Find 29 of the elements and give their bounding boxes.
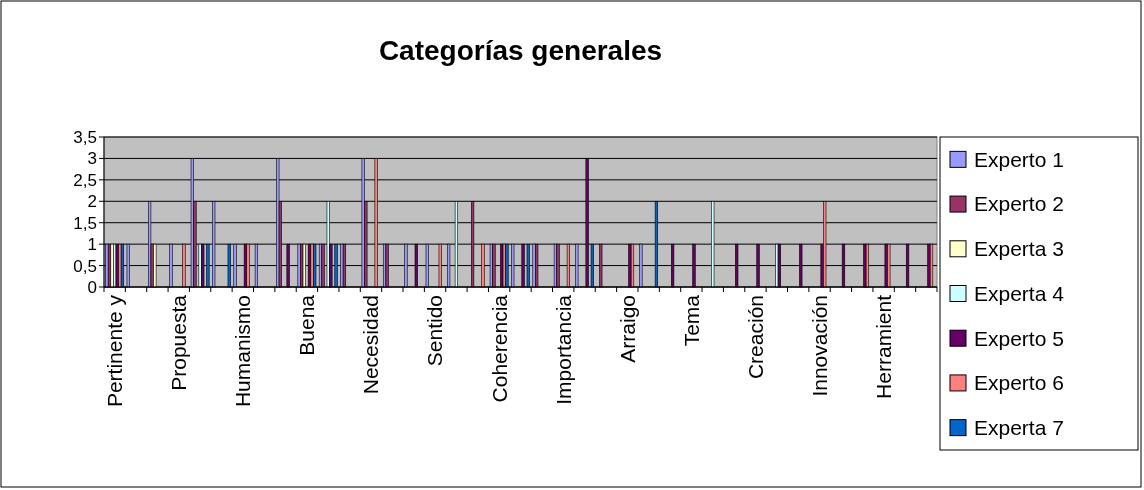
x-tick-label: Pertinente y xyxy=(103,294,127,408)
y-tick-label: 0 xyxy=(87,277,97,297)
legend-label: Experta 7 xyxy=(974,415,1064,439)
x-tick-label: Innovación xyxy=(807,295,831,397)
x-tick-label: Sentido xyxy=(423,295,447,367)
y-tick-label: 2 xyxy=(87,192,97,212)
legend-label: Experto 2 xyxy=(974,192,1064,216)
x-tick-label: Tema xyxy=(679,294,703,347)
legend-label: Experto 5 xyxy=(974,326,1064,350)
y-tick-label: 3 xyxy=(87,149,97,169)
legend-label: Experta 4 xyxy=(974,281,1065,305)
x-tick-label: Propuesta xyxy=(167,294,191,391)
x-tick-label: Importancia xyxy=(551,294,575,405)
y-tick-label: 0,5 xyxy=(73,256,97,276)
y-tick-label: 1,5 xyxy=(73,213,97,233)
y-tick-label: 1 xyxy=(87,235,97,255)
x-tick-label: Arraigo xyxy=(615,295,639,363)
legend-label: Experto 6 xyxy=(974,371,1064,395)
legend-label: Experta 3 xyxy=(974,237,1064,261)
x-tick-label: Buena xyxy=(295,294,319,356)
x-tick-label: Coherencia xyxy=(487,294,511,403)
chart-title: Categorías generales xyxy=(378,35,663,66)
y-tick-label: 3,5 xyxy=(73,127,97,147)
y-tick-label: 2,5 xyxy=(73,170,97,190)
x-tick-label: Humanismo xyxy=(231,295,255,408)
x-tick-label: Necesidad xyxy=(359,295,383,395)
x-tick-label: Herramient xyxy=(871,294,895,399)
legend-label: Experto 1 xyxy=(974,147,1064,171)
x-tick-label: Creación xyxy=(743,295,767,380)
